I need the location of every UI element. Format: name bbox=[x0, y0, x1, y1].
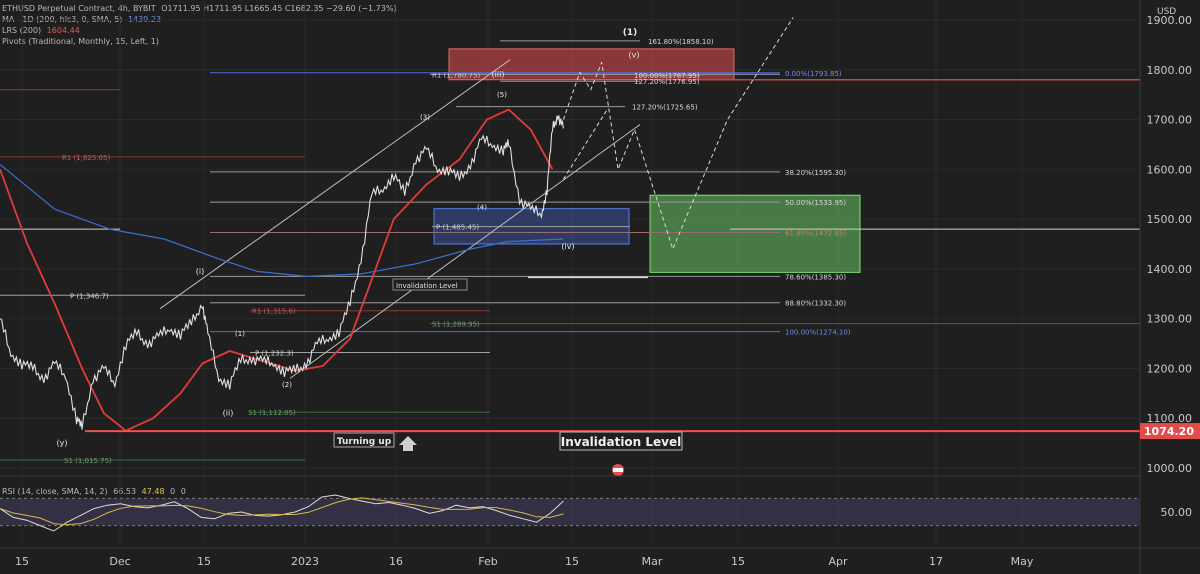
wave-label: (iv) bbox=[561, 242, 574, 251]
price-axis-tick: 1700.00 bbox=[1147, 114, 1193, 127]
time-axis-tick: 17 bbox=[929, 555, 943, 568]
rsi-legend: RSI (14, close, SMA, 14, 2) 66.53 47.48 … bbox=[2, 487, 186, 497]
price-axis-tick: 1900.00 bbox=[1147, 14, 1193, 27]
wave-label: (2) bbox=[282, 381, 292, 389]
price-axis-tick: 1000.00 bbox=[1147, 462, 1193, 475]
projection-path bbox=[562, 17, 794, 250]
pivot-label: S1 (1,015.75) bbox=[64, 457, 112, 465]
pivot-label: P (1,485.45) bbox=[436, 224, 479, 232]
ma-line bbox=[0, 108, 554, 432]
time-axis-tick: Apr bbox=[828, 555, 848, 568]
wave-label: (3) bbox=[420, 114, 430, 122]
current-price-label: 1074.20 bbox=[1144, 425, 1194, 438]
current-price-badge bbox=[1140, 423, 1200, 440]
invalidation-big-box bbox=[559, 431, 683, 451]
rsi-legend-zero-b: 0 bbox=[180, 487, 186, 496]
pivot-label: P (1,232.3) bbox=[255, 350, 294, 358]
fib-label: 78.60%(1385.30) bbox=[785, 273, 846, 281]
turning-up-label: Turning up bbox=[337, 437, 392, 447]
pivot-label: R1 (1,780.75) bbox=[432, 71, 480, 79]
price-axis-currency: USD bbox=[1157, 7, 1176, 17]
time-axis-tick: 15 bbox=[197, 555, 211, 568]
price-axis-tick: 1800.00 bbox=[1147, 64, 1193, 77]
wave-label: (y) bbox=[57, 439, 68, 448]
time-axis-tick: 2023 bbox=[291, 555, 319, 568]
fib-label: 38.20%(1595.30) bbox=[785, 169, 846, 177]
turning-up-box bbox=[333, 432, 395, 448]
channel-lower-line bbox=[289, 124, 641, 379]
rsi-legend-zero-a: 0 bbox=[170, 487, 176, 496]
wave-label: (iii) bbox=[492, 70, 505, 79]
time-axis-tick: 15 bbox=[15, 555, 29, 568]
rsi-legend-value: 66.53 bbox=[113, 487, 137, 496]
time-axis-tick: Dec bbox=[109, 555, 130, 568]
price-axis-tick: 1500.00 bbox=[1147, 213, 1193, 226]
lrs-line bbox=[0, 163, 564, 277]
wave-label: (1) bbox=[235, 330, 245, 338]
price-axis-tick: 1600.00 bbox=[1147, 163, 1193, 176]
price-axis-tick: 1200.00 bbox=[1147, 362, 1193, 375]
price-line bbox=[0, 115, 564, 430]
pivot-label: R1 (1,315.6) bbox=[252, 308, 296, 316]
fib-label: 127.20%(1776.95) bbox=[634, 78, 700, 86]
time-axis-tick: 15 bbox=[731, 555, 745, 568]
price-axis-tick: 1300.00 bbox=[1147, 313, 1193, 326]
ohlc-values: O1711.95 H1711.95 L1665.45 C1682.35 −29.… bbox=[161, 4, 397, 13]
pivot-label: R1 (1,625.05) bbox=[62, 154, 110, 162]
wave-label: (4) bbox=[477, 204, 487, 212]
wave-label: (1) bbox=[623, 28, 638, 38]
pivot-label: S1 (1,289.95) bbox=[432, 321, 480, 329]
fib-label: 161.80%(1858.10) bbox=[648, 38, 714, 46]
pivot-label: S1 (1,112.05) bbox=[248, 409, 296, 417]
invalidation-small-label: Invalidation Level bbox=[396, 282, 458, 290]
wave-label: (i) bbox=[196, 267, 204, 276]
us-flag-stripe bbox=[613, 468, 623, 472]
invalidation-small-box bbox=[392, 278, 468, 291]
fib-label: 88.80%(1332.30) bbox=[785, 300, 846, 308]
symbol-title: ETHUSD Perpetual Contract, 4h, BYBIT bbox=[2, 4, 156, 13]
pivot-label: P (1,346.7) bbox=[70, 292, 109, 300]
fib-label: 100.00%(1274.10) bbox=[785, 329, 851, 337]
rsi-axis-tick: 50.00 bbox=[1161, 506, 1193, 519]
invalidation-big-label: Invalidation Level bbox=[561, 435, 682, 449]
rsi-ma-line bbox=[0, 497, 564, 526]
fib-label: 100.00%(1787.95) bbox=[634, 72, 700, 80]
wave-label: (ii) bbox=[223, 409, 234, 418]
symbol-line: ETHUSD Perpetual Contract, 4h, BYBIT O17… bbox=[2, 4, 397, 14]
fib-label: 127.20%(1725.65) bbox=[632, 104, 698, 112]
time-axis-tick: Mar bbox=[642, 555, 663, 568]
buy-zone-green bbox=[649, 194, 861, 273]
rsi-legend-label: RSI (14, close, SMA, 14, 2) bbox=[2, 487, 108, 496]
lrs-legend-value: 1604.44 bbox=[46, 26, 80, 35]
arrow-up-icon bbox=[399, 436, 417, 451]
rsi-legend-ma: 47.48 bbox=[141, 487, 165, 496]
time-axis-tick: 16 bbox=[389, 555, 403, 568]
price-axis-tick: 1100.00 bbox=[1147, 412, 1193, 425]
fib-label: 0.00%(1793.85) bbox=[785, 70, 842, 78]
price-axis-tick: 1400.00 bbox=[1147, 263, 1193, 276]
wave-label: (v) bbox=[629, 50, 640, 59]
wave-label: (5) bbox=[497, 91, 507, 99]
channel-upper-line bbox=[159, 59, 511, 310]
time-axis-tick: 15 bbox=[565, 555, 579, 568]
price-axis-bg bbox=[1140, 0, 1200, 574]
pivots-legend-label: Pivots (Traditional, Monthly, 15, Left, … bbox=[2, 37, 159, 46]
time-axis-tick: Feb bbox=[478, 555, 497, 568]
time-axis-tick: May bbox=[1011, 555, 1034, 568]
rsi-band bbox=[0, 498, 1140, 526]
fib-label: 61.80%(1472.85) bbox=[785, 230, 846, 238]
fib-label: 50.00%(1533.95) bbox=[785, 199, 846, 207]
pivots-legend: Pivots (Traditional, Monthly, 15, Left, … bbox=[2, 37, 159, 47]
